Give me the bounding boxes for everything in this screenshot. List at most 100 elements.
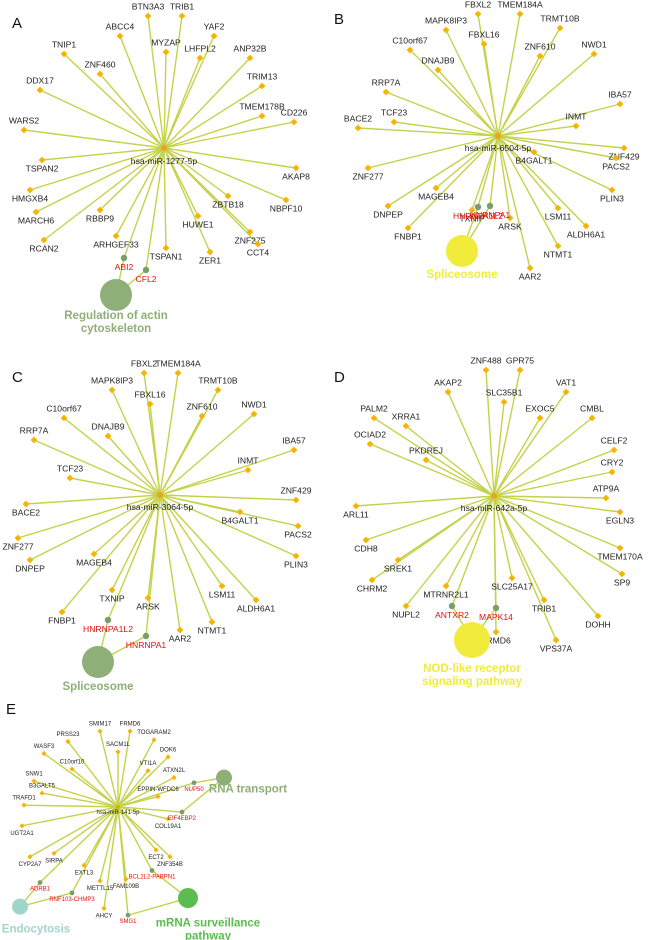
interaction-edge xyxy=(115,147,165,237)
gene-label: RRP7A xyxy=(372,78,401,88)
gene-label: ARSK xyxy=(136,602,160,612)
interaction-edge xyxy=(159,494,257,601)
gene-label: COL19A1 xyxy=(155,824,182,830)
gene-node xyxy=(364,164,372,172)
gene-label: TMEM178B xyxy=(239,102,285,112)
gene-label: DOK6 xyxy=(160,747,177,753)
gene-node xyxy=(210,32,218,40)
interaction-edge xyxy=(497,125,577,137)
network-panel-d: D ZNF488 GPR75 AKAP2 VAT1 SLC35B1 PALM2 EXOC5 CM… xyxy=(334,356,643,688)
gene-label: WASF3 xyxy=(34,744,55,750)
gene-node xyxy=(123,876,129,882)
interaction-edge xyxy=(497,55,541,137)
gene-node xyxy=(101,905,107,911)
gene-label: ARL11 xyxy=(343,510,369,520)
gene-node xyxy=(590,50,598,58)
gene-node xyxy=(500,398,508,406)
gene-label: VPS37A xyxy=(540,644,573,654)
gene-node xyxy=(368,576,376,584)
gene-label: ZBTB18 xyxy=(212,200,244,210)
interaction-edge xyxy=(159,372,179,496)
interaction-edge xyxy=(25,494,161,505)
gene-label: FBXL2 xyxy=(131,359,157,369)
gene-label: FAM109B xyxy=(113,884,139,890)
gene-node xyxy=(258,82,266,90)
gene-node xyxy=(19,823,25,829)
interaction-edge xyxy=(107,435,161,496)
pathway-edge xyxy=(19,892,73,908)
interaction-edge xyxy=(111,494,161,591)
interaction-edge xyxy=(497,135,587,227)
interaction-edge xyxy=(117,782,195,808)
panel-letter: B xyxy=(334,11,344,28)
interaction-edge xyxy=(123,147,165,259)
gene-node xyxy=(165,754,171,760)
pathway-gene-node xyxy=(142,632,150,640)
gene-node xyxy=(610,446,618,454)
pathway-gene-node xyxy=(37,880,43,885)
interaction-edge xyxy=(371,495,495,581)
gene-node xyxy=(442,582,450,590)
gene-node xyxy=(536,52,544,60)
gene-node xyxy=(38,156,46,164)
gene-node xyxy=(174,369,182,377)
gene-label: NWD1 xyxy=(241,400,267,410)
gene-node xyxy=(252,596,260,604)
interaction-edge xyxy=(407,135,499,229)
interaction-edge xyxy=(39,89,165,149)
gene-label: ECT2 xyxy=(148,855,164,861)
gene-label: EXOC5 xyxy=(525,404,554,414)
gene-node xyxy=(66,474,74,482)
gene-label: ATP9A xyxy=(593,484,620,494)
gene-label: WARS2 xyxy=(9,116,39,126)
gene-label: TRIB1 xyxy=(170,2,195,12)
gene-label: ZNF277 xyxy=(2,542,33,552)
gene-label: SMIM17 xyxy=(89,722,112,728)
gene-node xyxy=(572,122,580,130)
gene-label: NBPF10 xyxy=(270,204,303,214)
interaction-edge xyxy=(159,413,255,496)
gene-label: ANP32B xyxy=(234,44,267,54)
gene-label: VTI1A xyxy=(140,761,157,767)
gene-node xyxy=(258,112,266,120)
gene-label: LHFPL2 xyxy=(184,44,216,54)
pathway-gene-label: SMG1 xyxy=(119,919,137,925)
pathway-gene-label: HNRNPA1 xyxy=(470,210,511,220)
interaction-edge xyxy=(71,768,119,808)
gene-node xyxy=(404,224,412,232)
gene-node xyxy=(444,388,452,396)
interaction-edge xyxy=(409,49,499,137)
gene-label: ZNF429 xyxy=(280,486,311,496)
gene-label: ZNF354B xyxy=(157,862,183,868)
pathway-gene-node xyxy=(191,780,197,786)
interaction-edge xyxy=(67,741,119,808)
mirna-hub-node xyxy=(491,493,497,499)
interaction-edge xyxy=(159,494,297,557)
interaction-edge xyxy=(497,53,595,137)
gene-node xyxy=(20,126,28,134)
gene-node xyxy=(155,793,161,800)
interaction-edge xyxy=(483,43,499,137)
gene-label: MTRNR2L1 xyxy=(423,590,469,600)
gene-label: SLC35B1 xyxy=(486,388,523,398)
interaction-edge xyxy=(117,777,175,808)
mirna-hub-label: hsa-miR-1277-5p xyxy=(131,156,198,166)
gene-node xyxy=(145,768,151,774)
mirna-hub-label: hsa-miR-141-5p xyxy=(96,810,140,816)
gene-node xyxy=(214,386,222,394)
gene-label: CMBL xyxy=(580,404,604,414)
gene-label: PACS2 xyxy=(602,162,630,172)
gene-node xyxy=(27,854,33,860)
panel-b-edges xyxy=(357,13,625,269)
gene-node xyxy=(32,208,40,216)
gene-node xyxy=(14,534,22,542)
network-panel-b: B FBXL2 TMEM184A MAPK8IP3 TRMT10B FBXL16 C10or… xyxy=(334,0,640,282)
gene-label: SACM1L xyxy=(106,742,131,748)
gene-label: TOGARAM2 xyxy=(137,730,171,736)
gene-label: PLIN3 xyxy=(284,560,308,570)
interaction-edge xyxy=(163,147,287,201)
gene-label: AAR2 xyxy=(519,272,542,282)
gene-label: GPR75 xyxy=(506,356,534,366)
gene-label: CD226 xyxy=(281,108,308,118)
